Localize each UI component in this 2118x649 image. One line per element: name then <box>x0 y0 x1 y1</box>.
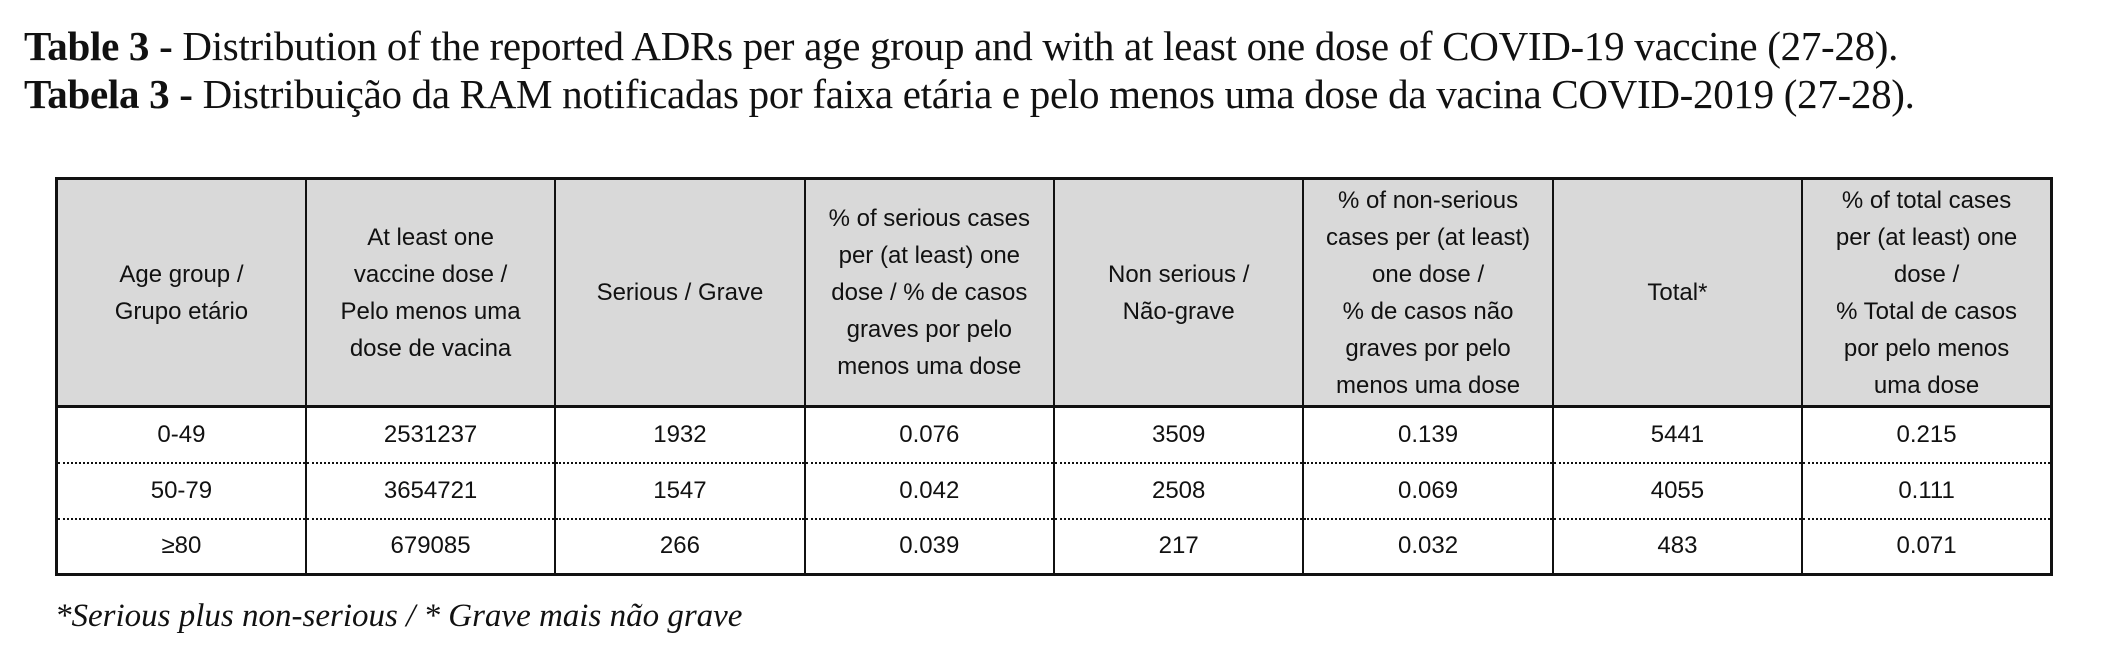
title-text: Distribuição da RAM notificadas por faix… <box>192 71 1915 117</box>
column-header-line: one dose / <box>1372 260 1485 288</box>
table-cell: 4055 <box>1551 462 1804 520</box>
table-cell: 217 <box>1052 518 1305 576</box>
table-cell: 0.139 <box>1302 406 1554 464</box>
column-header: % of total cases per (at least) one dose /… <box>1801 177 2053 408</box>
column-header-line: Serious / Grave <box>596 279 764 306</box>
column-header: Total* <box>1551 177 1804 408</box>
column-header-line: % of serious cases <box>828 205 1031 232</box>
column-header-line: por pelo menos <box>1843 334 2010 362</box>
column-header-line: Não-grave <box>1122 297 1235 325</box>
column-header: Non serious / Não-grave <box>1052 177 1305 408</box>
table-cell: 0.071 <box>1801 518 2053 576</box>
table-cell: 2508 <box>1052 462 1305 520</box>
header-row: Age group / Grupo etário At least one vacci… <box>55 177 2053 408</box>
table-cell: 5441 <box>1551 406 1804 464</box>
title-label: Tabela 3 - <box>24 71 193 117</box>
table-cell: 0.111 <box>1801 462 2053 520</box>
table-cell: 3654721 <box>304 462 557 520</box>
column-header-line: dose / <box>1893 260 1960 288</box>
column-header-line: dose de vacina <box>349 334 512 362</box>
table-cell: 0.032 <box>1302 518 1554 576</box>
table-cell: 0.039 <box>803 518 1056 576</box>
column-header: At least one vaccine dose / Pelo menos uma… <box>304 177 557 408</box>
column-header-line: dose / % de casos <box>831 279 1028 306</box>
table-row: 50-79 3654721 1547 0.042 2508 0.069 4055 0.111 <box>55 462 2053 520</box>
table-cell: 0.042 <box>803 462 1056 520</box>
column-header: % of non-serious cases per (at least) one … <box>1302 177 1554 408</box>
table-row: 0-49 2531237 1932 0.076 3509 0.139 5441 0.215 <box>55 406 2053 464</box>
column-header: Serious / Grave <box>554 177 806 408</box>
table-cell: 1547 <box>554 462 806 520</box>
table-cell: 483 <box>1551 518 1804 576</box>
table-cell: 1932 <box>554 406 806 464</box>
column-header-line: cases per (at least) <box>1326 223 1531 251</box>
table-cell: 50-79 <box>55 462 307 520</box>
column-header: % of serious cases per (at least) one dose… <box>803 177 1056 408</box>
column-header-line: Grupo etário <box>114 297 249 325</box>
column-header-line: graves por pelo <box>846 316 1013 343</box>
column-header-line: Total* <box>1647 279 1708 306</box>
table-title-english: Table 3 - Distribution of the reported A… <box>24 22 1898 70</box>
column-header-line: uma dose <box>1873 371 1980 399</box>
column-header-line: % Total de casos <box>1836 297 2018 325</box>
column-header-line: per (at least) one <box>838 242 1021 269</box>
table-row: ≥80 679085 266 0.039 217 0.032 483 0.071 <box>55 518 2053 576</box>
table-cell: ≥80 <box>55 518 307 576</box>
column-header-line: Non serious / <box>1107 260 1250 288</box>
adr-table: Age group / Grupo etário At least one vacci… <box>55 177 2053 576</box>
title-text: Distribution of the reported ADRs per ag… <box>172 23 1899 69</box>
column-header: Age group / Grupo etário <box>55 177 307 408</box>
table-cell: 0.076 <box>803 406 1056 464</box>
column-header-line: % de casos não <box>1342 297 1514 325</box>
column-header-line: graves por pelo <box>1345 334 1511 362</box>
footnote: *Serious plus non-serious / * Grave mais… <box>55 598 743 634</box>
column-header-line: At least one <box>367 223 494 251</box>
table-cell: 0.069 <box>1302 462 1554 520</box>
table-cell: 679085 <box>304 518 557 576</box>
column-header-line: % of total cases <box>1841 186 2012 214</box>
column-header-line: vaccine dose / <box>353 260 508 288</box>
table-cell: 0-49 <box>55 406 307 464</box>
column-header-line: menos uma dose <box>1336 371 1521 399</box>
table-cell: 266 <box>554 518 806 576</box>
column-header-line: Age group / <box>119 260 244 288</box>
column-header-line: menos uma dose <box>837 353 1022 380</box>
table-title-portuguese: Tabela 3 - Distribuição da RAM notificad… <box>24 70 1915 118</box>
column-header-line: % of non-serious <box>1338 186 1519 214</box>
title-label: Table 3 - <box>24 23 173 69</box>
column-header-line: Pelo menos uma <box>340 297 521 325</box>
table-cell: 3509 <box>1052 406 1305 464</box>
column-header-line: per (at least) one <box>1835 223 2018 251</box>
table-cell: 0.215 <box>1801 406 2053 464</box>
table-cell: 2531237 <box>304 406 557 464</box>
